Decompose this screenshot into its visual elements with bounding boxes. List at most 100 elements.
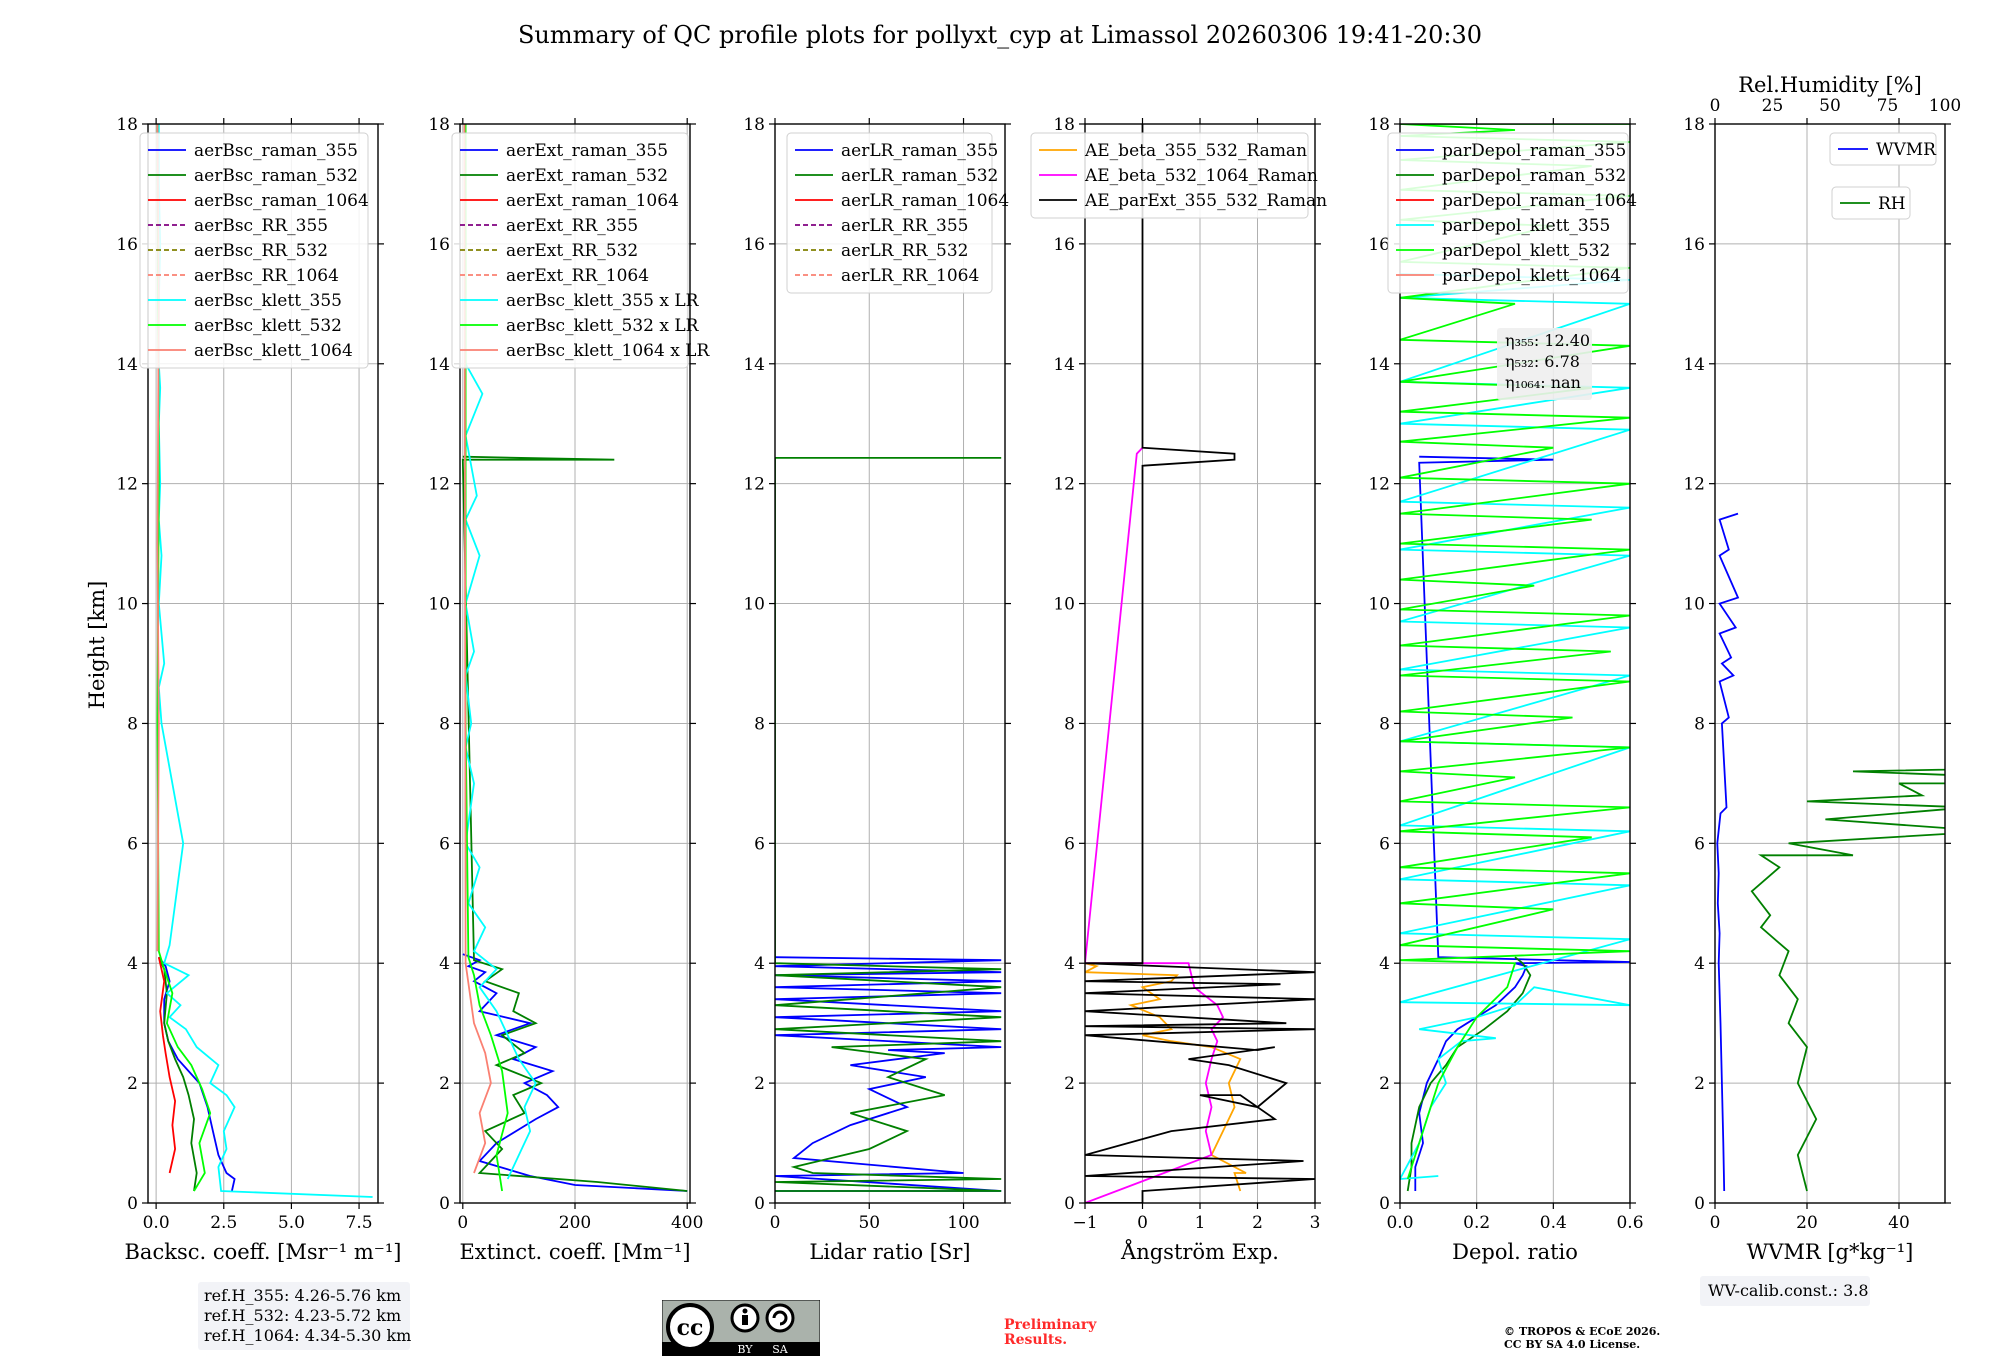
x-tick-label: 50 (858, 1213, 880, 1233)
series-line-aerlr-raman-532 (775, 456, 1002, 1192)
legend-label: aerLR_raman_355 (841, 141, 998, 161)
y-tick-label: 16 (428, 235, 450, 255)
x-tick-label: 0.6 (1616, 1213, 1643, 1233)
y-tick-label: 8 (1694, 714, 1705, 734)
top-tick-label: 75 (1877, 96, 1899, 116)
legend-label: AE_parExt_355_532_Raman (1084, 191, 1327, 211)
x-tick-label: 0 (1137, 1213, 1148, 1233)
y-tick-label: 10 (428, 595, 450, 615)
y-tick-label: 0 (439, 1194, 450, 1214)
series-line-aerbsc-raman-1064 (157, 957, 177, 1174)
legend-label: aerLR_RR_355 (841, 216, 968, 236)
y-tick-label: 10 (1053, 595, 1075, 615)
preliminary-results-note: Preliminary Results. (1004, 1318, 1096, 1348)
legend-label: parDepol_klett_532 (1442, 241, 1610, 261)
x-tick-label: 100 (947, 1213, 979, 1233)
y-tick-label: 10 (743, 595, 765, 615)
wv-calibration-text: WV-calib.const.: 3.8 (1708, 1281, 1869, 1300)
legend-label: aerExt_raman_355 (506, 141, 668, 161)
series-line-aerbsc-klett-1064-x-lr (463, 124, 492, 1174)
y-tick-label: 12 (116, 475, 138, 495)
legend-label: aerExt_RR_1064 (506, 266, 649, 286)
legend-label: aerLR_raman_1064 (841, 191, 1009, 211)
y-tick-label: 6 (1694, 834, 1705, 854)
y-tick-label: 18 (743, 115, 765, 135)
series-line-aerbsc-klett-532-x-lr (464, 124, 509, 1192)
legend-box (1030, 132, 1309, 219)
y-tick-label: 10 (1683, 595, 1705, 615)
legend-label: aerBsc_klett_532 (194, 316, 342, 336)
y-tick-label: 6 (439, 834, 450, 854)
x-axis-label: Extinct. coeff. [Mm⁻¹] (459, 1240, 690, 1264)
legend-label: parDepol_raman_532 (1442, 166, 1626, 186)
legend-label: aerBsc_klett_532 x LR (506, 316, 700, 336)
legend-label: aerBsc_raman_532 (194, 166, 358, 186)
series-line-wvmr (1716, 512, 1740, 1192)
x-axis-label: Backsc. coeff. [Msr⁻¹ m⁻¹] (125, 1240, 402, 1264)
plot-frame (1399, 123, 1631, 1204)
cc-by-sa-icon: cc BY SA (662, 1300, 820, 1356)
x-tick-label: 400 (671, 1213, 703, 1233)
y-tick-label: 14 (1368, 355, 1390, 375)
x-axis-label: Depol. ratio (1452, 1240, 1578, 1264)
y-tick-label: 12 (1368, 475, 1390, 495)
y-tick-label: 14 (1683, 355, 1705, 375)
series-line-aerext-raman-355 (462, 953, 688, 1192)
legend-label: parDepol_klett_355 (1442, 216, 1610, 236)
legend-label: aerExt_raman_532 (506, 166, 668, 186)
y-tick-label: 18 (428, 115, 450, 135)
annotation-text: η₃₅₅: 12.40 (1505, 331, 1590, 350)
top-axis-label: Rel.Humidity [%] (1738, 73, 1922, 97)
legend-label: aerBsc_klett_355 (194, 291, 342, 311)
legend-label: aerExt_RR_532 (506, 241, 638, 261)
copyright-note: © TROPOS & ECoE 2026. CC BY SA 4.0 Licen… (1504, 1325, 1660, 1351)
y-tick-label: 10 (1368, 595, 1390, 615)
series-line-aerlr-raman-355 (775, 956, 1002, 1192)
y-tick-label: 4 (1064, 954, 1075, 974)
series-line-ae-parext-355-532-raman (1085, 124, 1315, 1203)
y-tick-label: 4 (439, 954, 450, 974)
top-tick-label: 50 (1819, 96, 1841, 116)
y-tick-label: 4 (754, 954, 765, 974)
y-tick-label: 14 (743, 355, 765, 375)
y-tick-label: 6 (754, 834, 765, 854)
y-tick-label: 12 (743, 475, 765, 495)
legend-label: aerBsc_klett_355 x LR (506, 291, 700, 311)
y-tick-label: 0 (1694, 1194, 1705, 1214)
cc-by-label: BY (737, 1343, 753, 1356)
x-tick-label: 5.0 (278, 1213, 305, 1233)
legend-label: AE_beta_355_532_Raman (1084, 141, 1307, 161)
x-tick-label: 0 (1710, 1213, 1721, 1233)
legend-label: aerExt_raman_1064 (506, 191, 679, 211)
plot-frame (774, 123, 1006, 1204)
figure-title: Summary of QC profile plots for pollyxt_… (518, 21, 1482, 49)
series-line-ae-beta-532-1064-raman (1085, 447, 1225, 1203)
legend-box (1387, 132, 1629, 294)
legend-label: WVMR (1876, 140, 1937, 160)
y-tick-label: 12 (1053, 475, 1075, 495)
legend-label: aerLR_RR_1064 (841, 266, 979, 286)
y-tick-label: 12 (428, 475, 450, 495)
x-tick-label: 3 (1310, 1213, 1321, 1233)
y-axis-label: Height [km] (85, 581, 109, 710)
x-tick-label: 1 (1195, 1213, 1206, 1233)
legend-label: aerBsc_raman_355 (194, 141, 358, 161)
y-tick-label: 16 (1683, 235, 1705, 255)
panel-backscatter: 0.0 2.5 5.0 7.5 0 2 4 6 8 10 12 14 16 18 Backsc. coeff… (116, 115, 401, 1264)
preliminary-line-2: Results. (1004, 1332, 1068, 1348)
panel-extinction: 0 200 400 0 2 4 6 8 10 12 14 16 18 Extinct. coeff. [M… (428, 115, 710, 1264)
legend-label: aerLR_raman_532 (841, 166, 998, 186)
series-line-pardepol-klett-355 (1400, 273, 1630, 1180)
annotation-box (1497, 328, 1592, 400)
legend-label: parDepol_raman_1064 (1442, 191, 1637, 211)
series-line-rh (1750, 768, 1945, 1192)
y-tick-label: 6 (127, 834, 138, 854)
x-tick-label: 2.5 (210, 1213, 237, 1233)
y-tick-label: 2 (1379, 1074, 1390, 1094)
series-line-aerbsc-raman-355 (158, 956, 236, 1192)
copyright-line-1: © TROPOS & ECoE 2026. (1504, 1325, 1661, 1338)
ref-height-532: ref.H_532: 4.23-5.72 km (204, 1306, 402, 1325)
plot-frame (459, 123, 691, 1204)
